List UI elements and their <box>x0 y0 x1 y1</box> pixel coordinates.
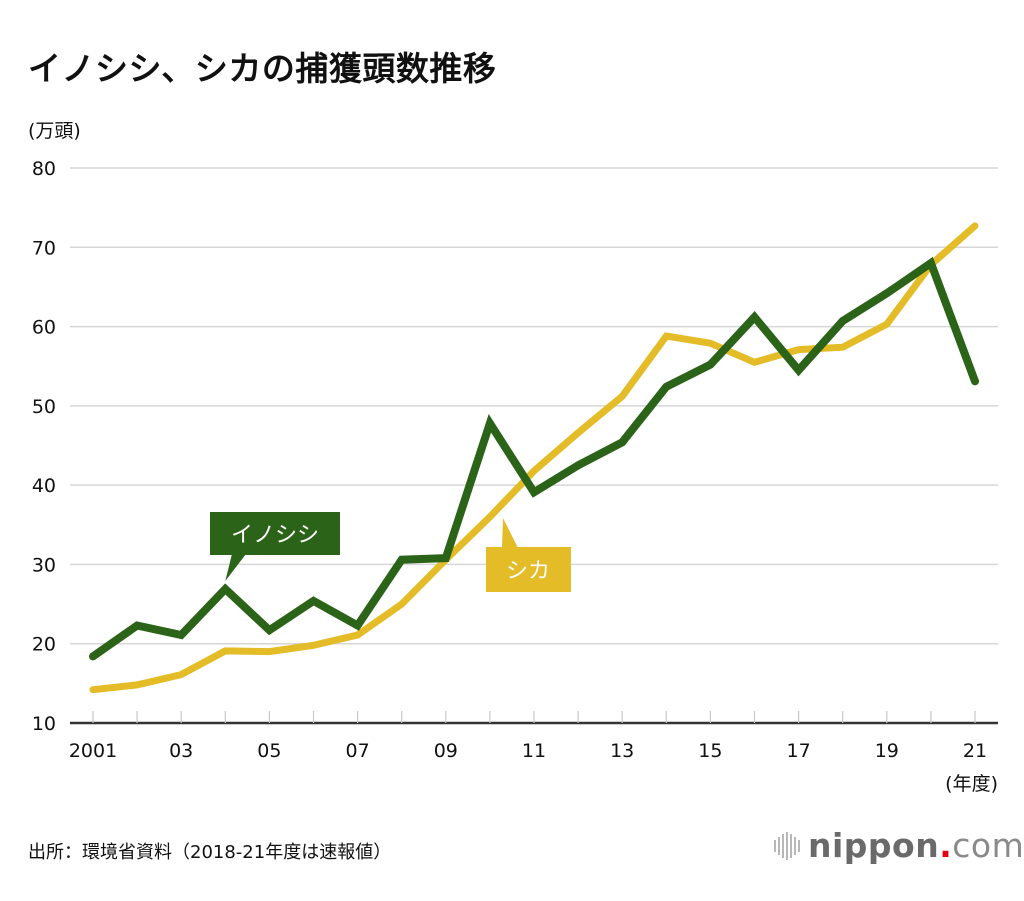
y-tick-label: 10 <box>32 713 56 735</box>
label-pointer-deer <box>502 518 518 548</box>
y-tick-label: 30 <box>32 554 56 576</box>
logo-dot: . <box>939 826 953 865</box>
chart-title: イノシシ、シカの捕獲頭数推移 <box>28 49 497 88</box>
y-tick-label: 70 <box>32 237 56 259</box>
x-axis-label: (年度) <box>945 773 998 795</box>
y-axis-ticks: 10 20 30 40 50 60 70 80 <box>32 158 56 735</box>
x-tick-label: 15 <box>698 740 722 762</box>
x-tick-label: 03 <box>169 740 193 762</box>
logo-suffix: com <box>952 826 1024 865</box>
label-box-boar <box>210 512 340 555</box>
logo-main: nippon <box>808 826 940 865</box>
x-tick-label: 09 <box>434 740 458 762</box>
x-tick-label: 17 <box>787 740 811 762</box>
y-axis-unit-label: (万頭) <box>28 120 81 142</box>
y-tick-label: 50 <box>32 396 56 418</box>
x-axis-ticks: 2001 03 05 07 09 11 13 15 17 19 21 <box>69 711 987 762</box>
y-tick-label: 60 <box>32 317 56 339</box>
label-text-boar: イノシシ <box>231 523 319 548</box>
x-tick-label: 2001 <box>69 740 117 762</box>
grid-lines <box>70 167 998 725</box>
y-tick-label: 80 <box>32 158 56 180</box>
x-tick-label: 05 <box>257 740 281 762</box>
x-tick-label: 21 <box>963 740 987 762</box>
series-line-boar <box>89 256 979 661</box>
source-note: 出所：環境省資料（2018-21年度は速報値） <box>28 842 392 863</box>
series-line-deer <box>89 222 979 694</box>
x-tick-label: 07 <box>346 740 370 762</box>
series-lines <box>89 222 979 694</box>
label-text-deer: シカ <box>506 559 550 584</box>
logo-bars-icon <box>774 831 800 861</box>
nippon-com-logo: nippon. com <box>774 826 1024 865</box>
x-tick-label: 11 <box>522 740 546 762</box>
label-pointer-boar <box>225 554 246 582</box>
x-tick-label: 19 <box>875 740 899 762</box>
y-tick-label: 40 <box>32 475 56 497</box>
label-box-deer <box>486 547 571 592</box>
x-tick-label: 13 <box>610 740 634 762</box>
y-tick-label: 20 <box>32 634 56 656</box>
